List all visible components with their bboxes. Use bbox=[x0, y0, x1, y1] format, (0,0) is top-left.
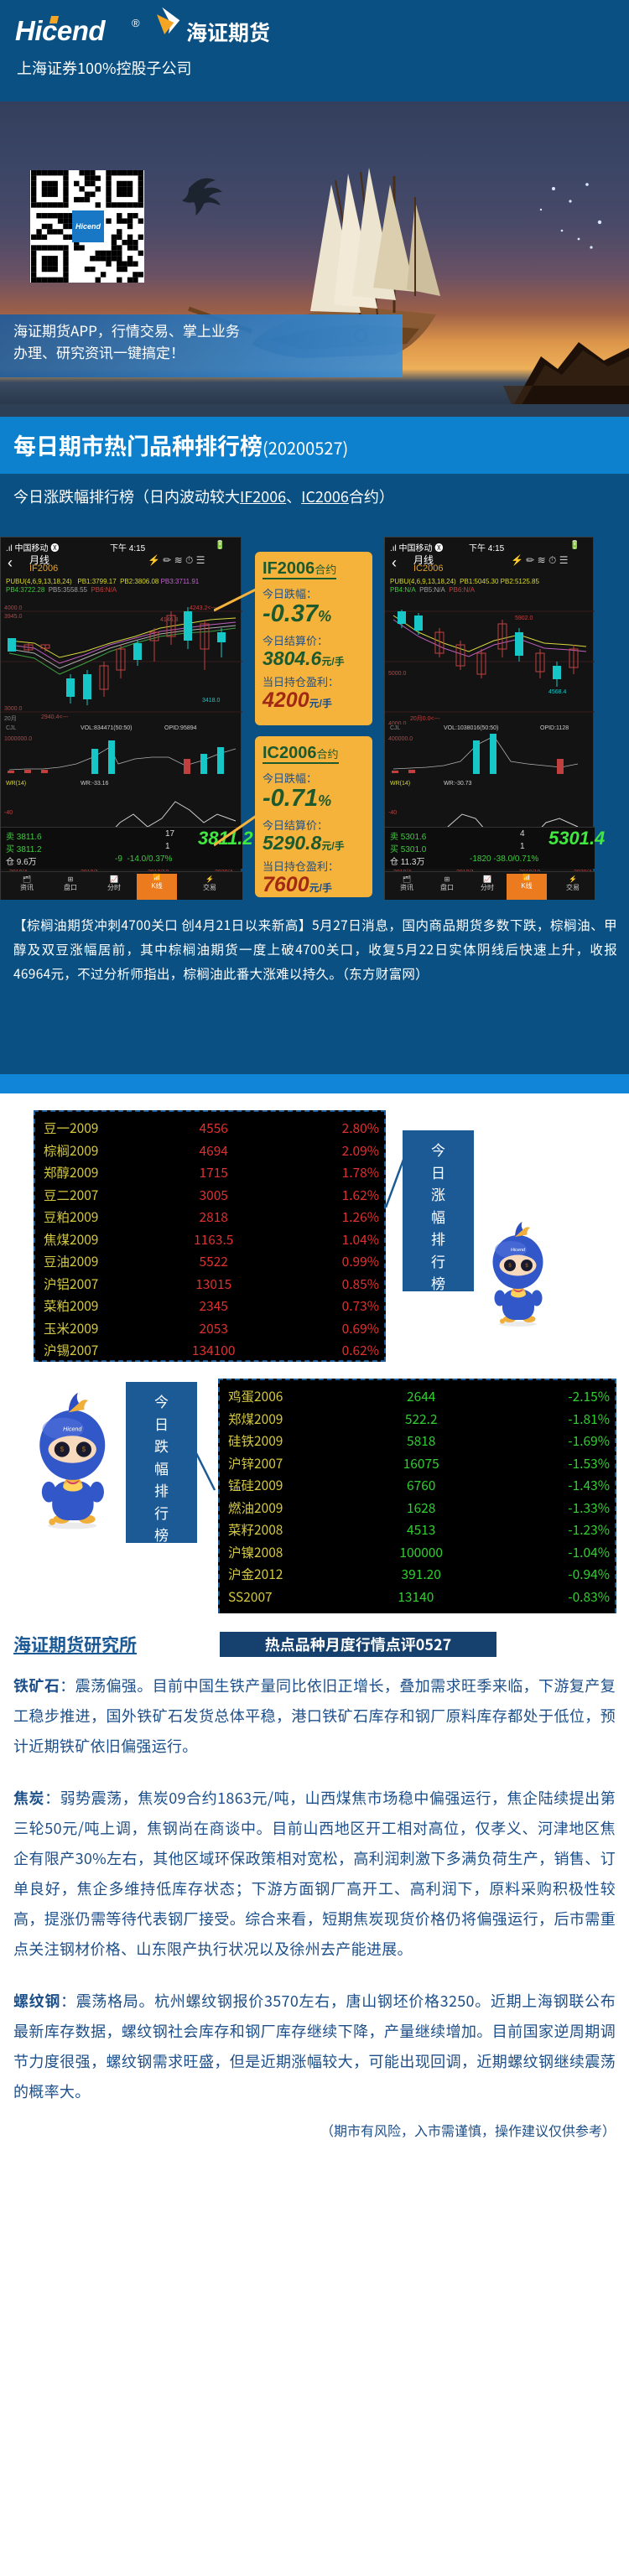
svg-text:-40: -40 bbox=[388, 810, 397, 816]
svg-text:1000000.0: 1000000.0 bbox=[4, 736, 32, 742]
svg-text:3945.0: 3945.0 bbox=[4, 614, 23, 620]
svg-text:2940.4<---: 2940.4<--- bbox=[41, 714, 69, 720]
svg-text:3000.0: 3000.0 bbox=[4, 706, 23, 712]
svg-text:$: $ bbox=[60, 1446, 65, 1453]
svg-text:4568.4: 4568.4 bbox=[548, 689, 567, 695]
svg-text:4146.8: 4146.8 bbox=[160, 617, 179, 623]
svg-text:20月0.0<---: 20月0.0<--- bbox=[410, 715, 440, 722]
svg-text:20月: 20月 bbox=[4, 715, 17, 722]
svg-text:5902.0: 5902.0 bbox=[515, 615, 533, 621]
svg-text:Hicend: Hicend bbox=[511, 1248, 526, 1253]
svg-text:4000.0: 4000.0 bbox=[4, 605, 23, 611]
svg-text:Hicend: Hicend bbox=[63, 1426, 82, 1432]
svg-text:5000.0: 5000.0 bbox=[388, 671, 407, 677]
svg-text:4000.0: 4000.0 bbox=[388, 721, 407, 724]
svg-text:400000.0: 400000.0 bbox=[388, 736, 413, 742]
svg-text:3418.0: 3418.0 bbox=[202, 698, 221, 704]
svg-text:$: $ bbox=[82, 1446, 86, 1453]
svg-text:-40: -40 bbox=[4, 810, 13, 816]
